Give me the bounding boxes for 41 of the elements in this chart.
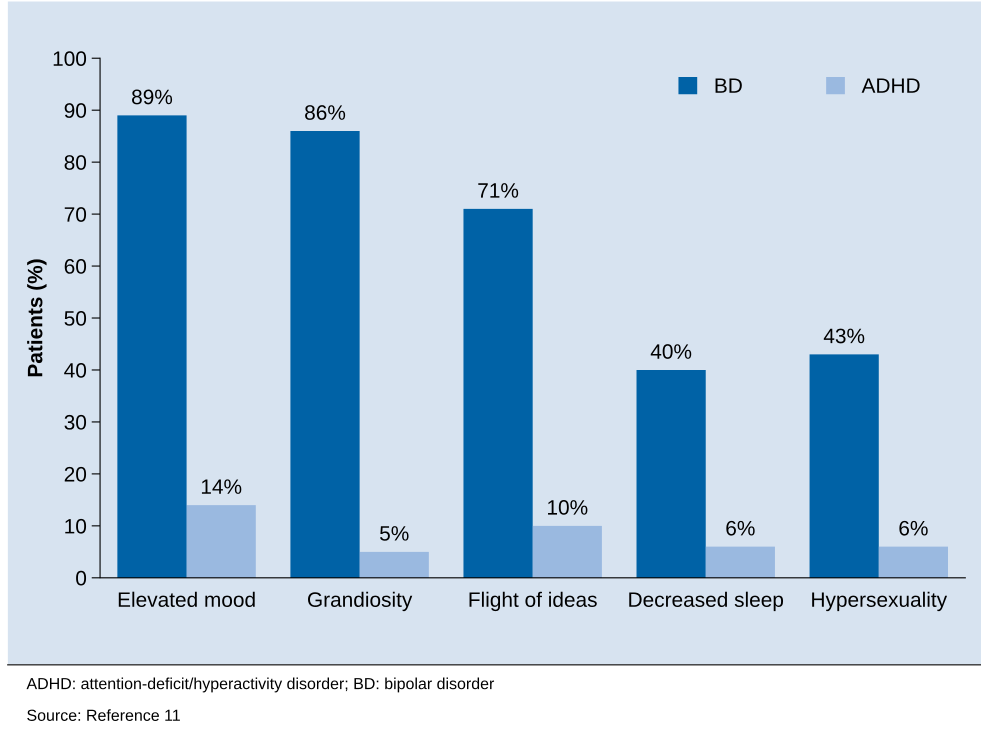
x-tick-label: Grandiosity: [308, 592, 412, 612]
legend-label: BD: [716, 78, 742, 93]
y-tick-label: 0: [76, 570, 86, 586]
data-label: 10%: [548, 500, 588, 515]
x-tick-label: Flight of ideas: [470, 592, 597, 612]
bar: [463, 208, 533, 578]
y-tick-label: 80: [64, 155, 86, 170]
data-label: 71%: [478, 183, 518, 198]
x-tick-label: Decreased sleep: [629, 592, 784, 612]
data-label: 5%: [380, 526, 409, 541]
data-label: 89%: [132, 90, 172, 104]
y-tick-label: 20: [64, 466, 86, 482]
source-note: Source: Reference 11: [27, 709, 180, 721]
bar: [117, 115, 187, 578]
data-label: 40%: [650, 344, 692, 359]
data-label: 6%: [726, 520, 755, 536]
data-label: 6%: [899, 520, 928, 536]
bar: [878, 546, 948, 578]
data-label: 14%: [202, 479, 242, 494]
y-tick-label: 40: [64, 362, 86, 378]
y-axis-title: Patients (%): [27, 259, 47, 376]
y-tick-label: 70: [64, 207, 86, 222]
x-tick-label: Elevated mood: [118, 592, 255, 607]
y-tick-label: 100: [54, 51, 86, 66]
y-tick-label: 60: [64, 259, 86, 274]
bar: [636, 370, 706, 578]
bar: [186, 505, 256, 578]
data-label: 86%: [305, 105, 346, 120]
y-tick-label: 30: [64, 414, 86, 430]
bar: [290, 130, 360, 578]
bar: [810, 354, 879, 578]
text: ADHD: attention-deficit/hyperactivity disorder; BD: bipolar disorder: [26, 678, 494, 692]
legend-label: ADHD: [862, 78, 920, 93]
y-tick-label: 10: [65, 518, 86, 534]
bar: [360, 552, 429, 578]
y-tick-label: 90: [64, 103, 86, 118]
bar: [532, 526, 602, 578]
x-tick-label: Hypersexuality: [812, 592, 948, 612]
bar: [706, 546, 775, 578]
y-tick-label: 50: [64, 311, 86, 326]
data-label: 43%: [824, 328, 864, 344]
